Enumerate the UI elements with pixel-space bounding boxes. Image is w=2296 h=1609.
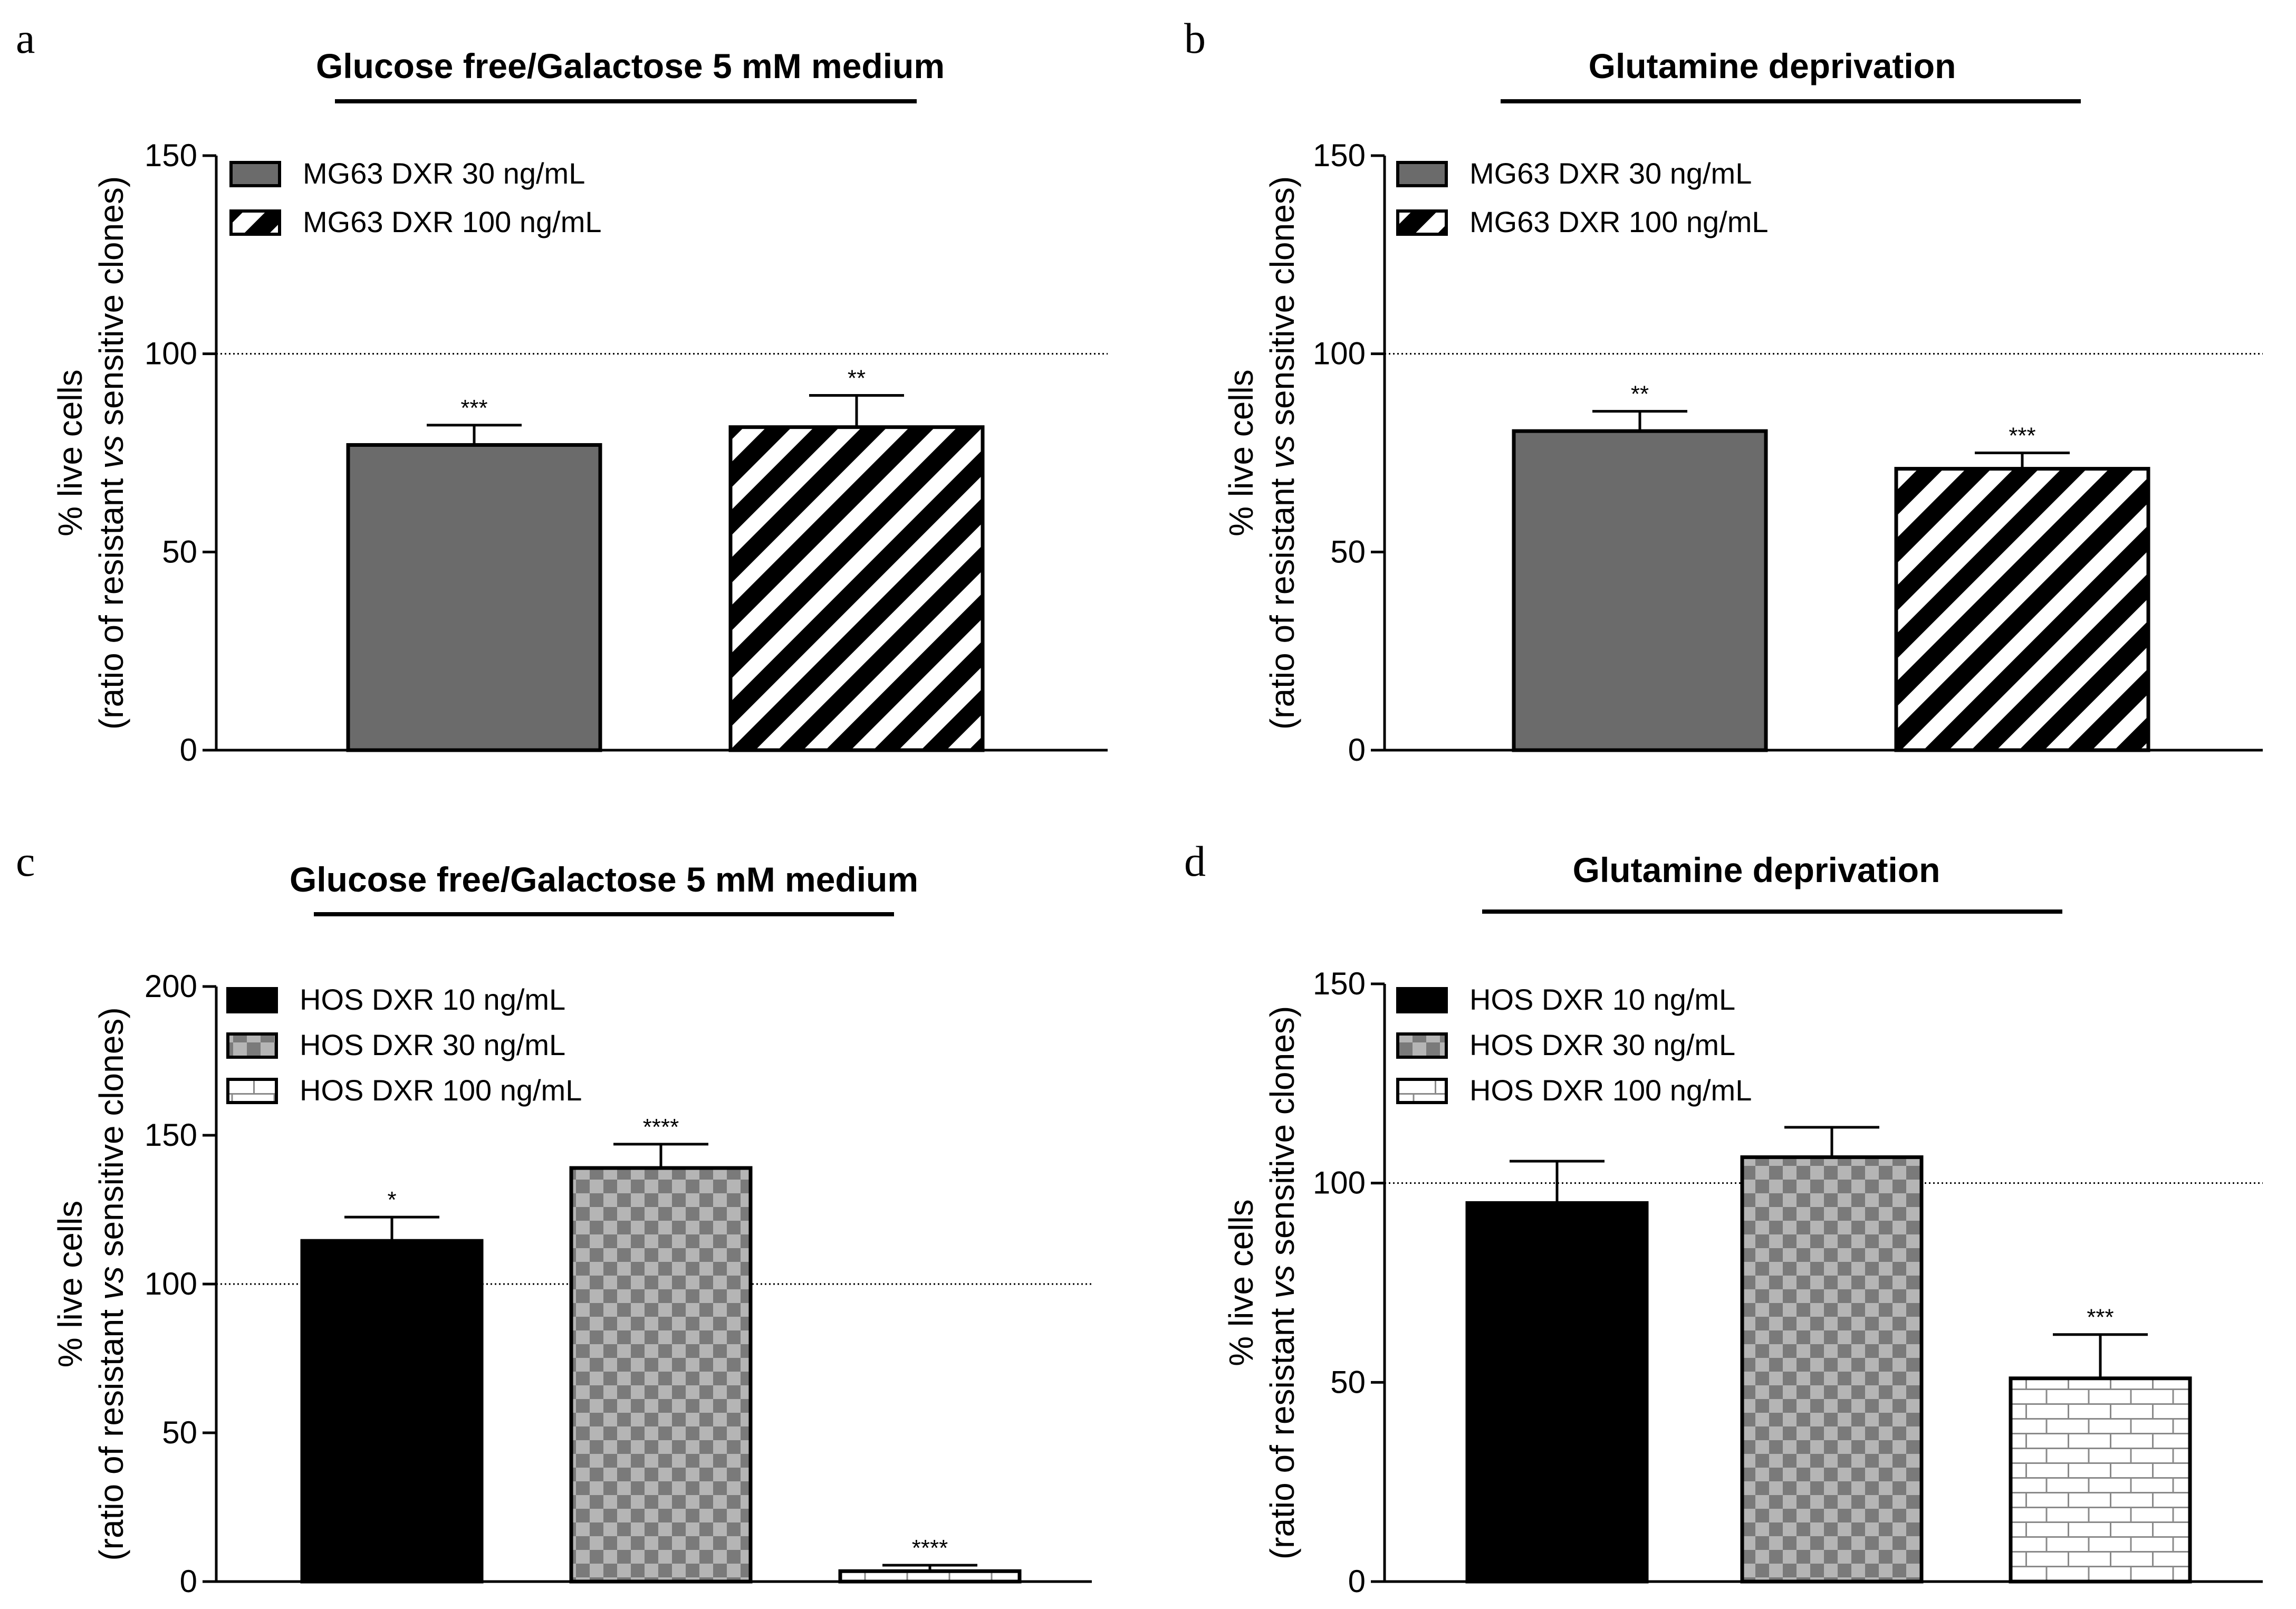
bar-solid-gray: [346, 443, 602, 752]
y-axis-label-prefix: (ratio of resistant: [92, 469, 130, 730]
y-axis-label-line1: % live cells: [1222, 1199, 1260, 1366]
bar-solid-black: [300, 1239, 484, 1584]
legend-swatch: [1396, 161, 1448, 187]
legend-swatch: [229, 209, 281, 236]
y-axis-label: % live cells(ratio of resistant vs sensi…: [51, 1007, 130, 1560]
legend-swatch: [226, 1032, 278, 1059]
significance-label: **: [1631, 381, 1649, 407]
panel-letter: d: [1184, 837, 1206, 885]
y-tick-label: 0: [180, 1564, 197, 1599]
legend-swatch: [1396, 1078, 1448, 1104]
legend-label: MG63 DXR 100 ng/mL: [1469, 205, 1768, 238]
legend-label: HOS DXR 30 ng/mL: [1469, 1028, 1735, 1061]
panel-letter: c: [16, 837, 35, 885]
panel-letter: b: [1184, 14, 1206, 62]
bar-diagonal-stripes: [728, 425, 985, 752]
y-axis-label: % live cells(ratio of resistant vs sensi…: [1222, 176, 1301, 730]
y-tick-label: 50: [162, 534, 197, 569]
legend-label: HOS DXR 10 ng/mL: [1469, 983, 1735, 1016]
bar-brick: [838, 1569, 1022, 1584]
legend-label: MG63 DXR 30 ng/mL: [1469, 157, 1752, 190]
y-tick-label: 100: [1313, 1165, 1366, 1201]
y-tick-label: 100: [1313, 336, 1366, 371]
bar-checkerboard: [1740, 1155, 1924, 1584]
chart-title: Glutamine deprivation: [1573, 850, 1940, 889]
y-axis-label-line1: % live cells: [51, 1201, 89, 1368]
y-axis-label-prefix: (ratio of resistant: [92, 1300, 130, 1560]
significance-label: ***: [460, 395, 487, 421]
y-tick-label: 50: [162, 1415, 197, 1450]
legend-swatch: [1396, 209, 1448, 236]
significance-label: *: [387, 1187, 396, 1213]
y-tick-label: 150: [1313, 966, 1366, 1001]
legend-swatch: [1396, 987, 1448, 1013]
y-tick-label: 0: [1348, 1564, 1366, 1599]
legend-label: MG63 DXR 30 ng/mL: [303, 157, 585, 190]
significance-label: ****: [912, 1535, 948, 1561]
chart-title: Glucose free/Galactose 5 mM medium: [290, 860, 918, 899]
y-axis-label-line1: % live cells: [51, 369, 89, 537]
y-axis-label-italic: vs: [1263, 1265, 1301, 1299]
bar-solid-black: [1465, 1201, 1649, 1584]
legend-label: HOS DXR 10 ng/mL: [300, 983, 565, 1016]
significance-label: ****: [643, 1114, 679, 1140]
y-axis-label-suffix: sensitive clones): [1263, 176, 1301, 435]
significance-label: ***: [2087, 1305, 2114, 1330]
legend-swatch: [226, 1078, 278, 1104]
y-tick-label: 200: [145, 969, 197, 1004]
y-tick-label: 100: [145, 1266, 197, 1301]
y-tick-label: 50: [1330, 1364, 1366, 1400]
significance-label: **: [848, 366, 866, 391]
y-axis-label-suffix: sensitive clones): [92, 1007, 130, 1266]
y-tick-label: 100: [145, 336, 197, 371]
y-axis-label-italic: vs: [92, 435, 130, 469]
significance-label: ***: [2009, 423, 2035, 449]
panel-c: c Glucose free/Galactose 5 mM medium % liv…: [16, 837, 1092, 1599]
panel-b: b Glutamine deprivation % live cells(ratio…: [1184, 14, 2263, 768]
y-axis-label-line2: (ratio of resistant vs sensitive clones): [92, 176, 130, 730]
bar-checkerboard: [569, 1166, 753, 1584]
bar-solid-gray: [1512, 429, 1768, 752]
y-axis-label: % live cells(ratio of resistant vs sensi…: [51, 176, 130, 730]
y-axis-label: % live cells(ratio of resistant vs sensi…: [1222, 1006, 1301, 1559]
legend-label: HOS DXR 30 ng/mL: [300, 1028, 565, 1061]
y-tick-label: 50: [1330, 534, 1366, 569]
y-tick-label: 0: [1348, 732, 1366, 768]
y-tick-label: 150: [145, 138, 197, 173]
y-axis-label-suffix: sensitive clones): [1263, 1006, 1301, 1265]
chart-title: Glutamine deprivation: [1589, 46, 1956, 85]
y-axis-label-prefix: (ratio of resistant: [1263, 469, 1301, 730]
panel-letter: a: [16, 14, 35, 62]
legend-swatch: [229, 161, 281, 187]
y-axis-label-line2: (ratio of resistant vs sensitive clones): [1263, 176, 1301, 730]
y-axis-label-italic: vs: [92, 1266, 130, 1300]
y-axis-label-prefix: (ratio of resistant: [1263, 1299, 1301, 1559]
legend-label: HOS DXR 100 ng/mL: [300, 1074, 582, 1107]
y-axis-label-suffix: sensitive clones): [92, 176, 130, 435]
bar-brick: [2009, 1376, 2192, 1584]
bar-diagonal-stripes: [1894, 467, 2150, 752]
legend-label: MG63 DXR 100 ng/mL: [303, 205, 601, 238]
y-tick-label: 0: [180, 732, 197, 768]
legend-label: HOS DXR 100 ng/mL: [1469, 1074, 1752, 1107]
panel-d: d Glutamine deprivation % live cells(ratio…: [1184, 837, 2263, 1599]
y-tick-label: 150: [145, 1117, 197, 1153]
y-tick-label: 150: [1313, 138, 1366, 173]
y-axis-label-line2: (ratio of resistant vs sensitive clones): [1263, 1006, 1301, 1559]
y-axis-label-line2: (ratio of resistant vs sensitive clones): [92, 1007, 130, 1560]
chart-title: Glucose free/Galactose 5 mM medium: [316, 46, 945, 85]
panel-a: a Glucose free/Galactose 5 mM medium % liv…: [16, 14, 1108, 768]
legend-swatch: [226, 987, 278, 1013]
legend-swatch: [1396, 1032, 1448, 1059]
y-axis-label-italic: vs: [1263, 435, 1301, 469]
y-axis-label-line1: % live cells: [1222, 369, 1260, 537]
